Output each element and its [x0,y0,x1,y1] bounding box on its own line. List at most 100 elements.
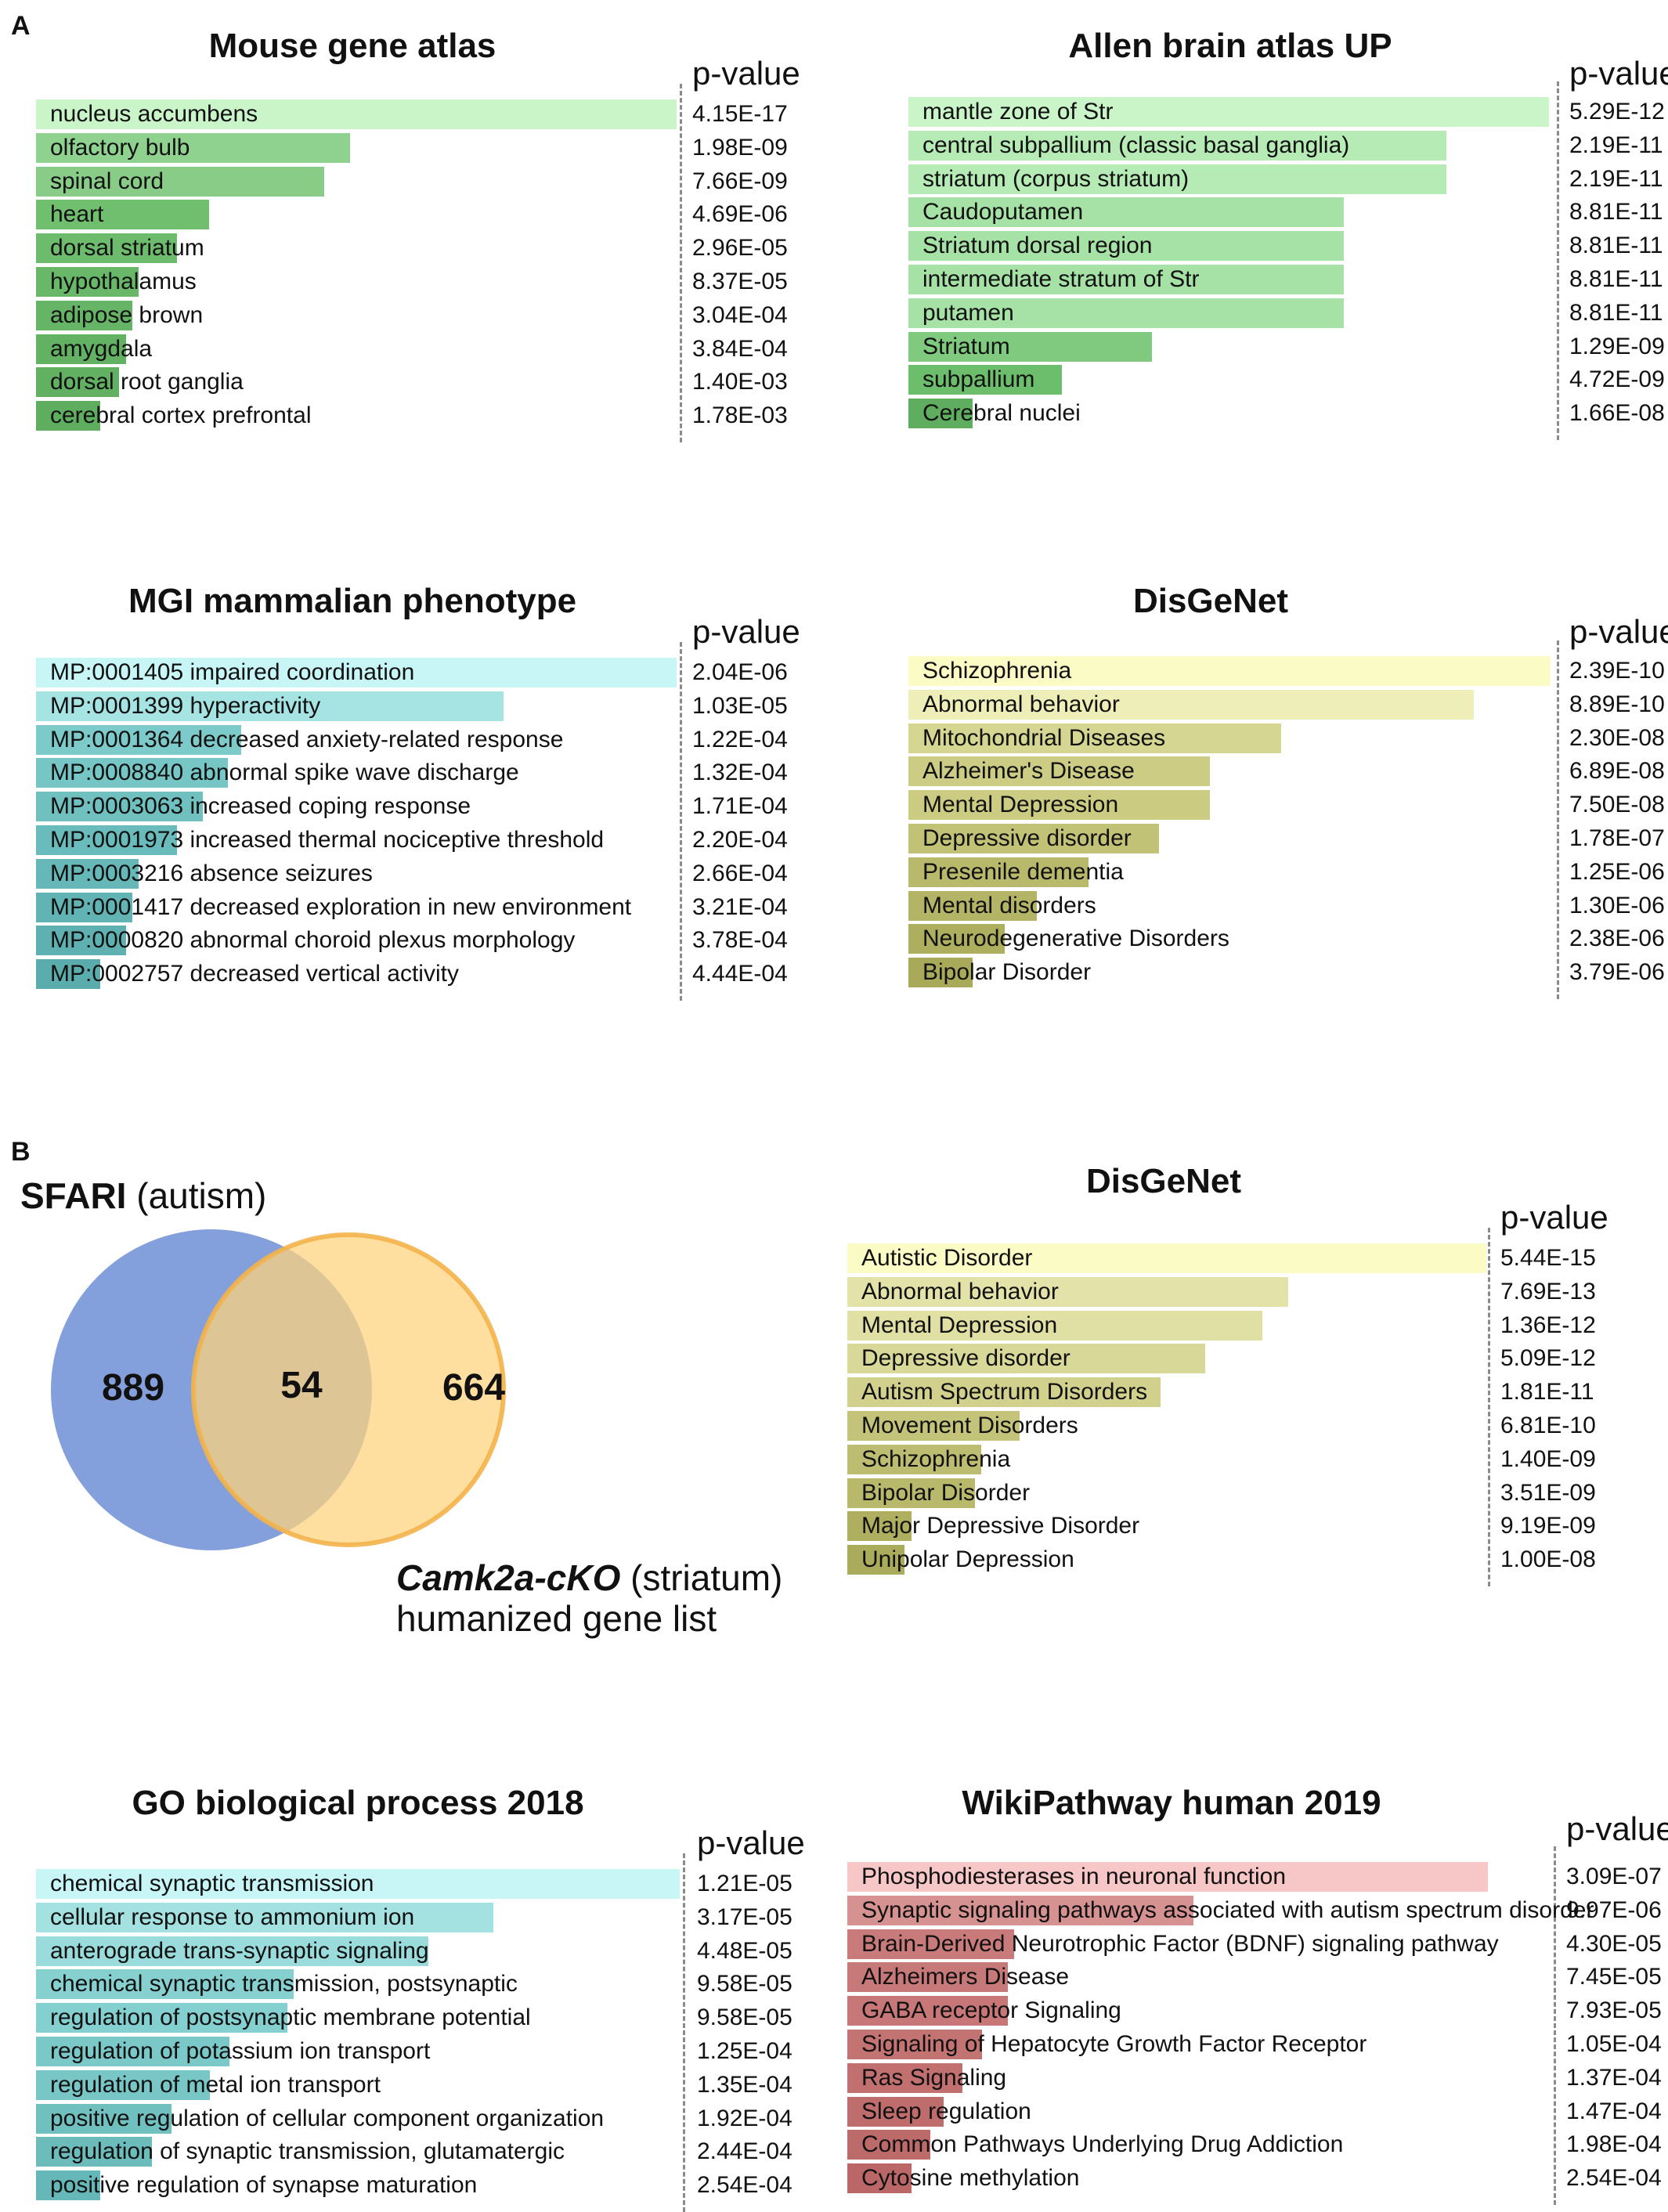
bar-label: cellular response to ammonium ion [50,1903,415,1930]
bar-label: Unipolar Depression [861,1546,1074,1573]
pvalue: 3.84E-04 [692,335,788,362]
bar-label: Cytosine methylation [861,2165,1080,2192]
bar [36,1902,493,1932]
bar-label: Schizophrenia [922,658,1072,684]
bar [908,265,1344,294]
bar-row: Abnormal behavior [847,1276,1494,1307]
bar [36,166,324,197]
bar-label: amygdala [50,335,153,362]
pvalue: 1.22E-04 [692,726,788,752]
chart-title: Mouse gene atlas [208,27,496,65]
bar [36,792,203,822]
bar [847,2130,930,2160]
pvalue: 6.81E-10 [1500,1413,1596,1438]
bar [847,1276,1288,1307]
bar-label: chemical synaptic transmission, postsyna… [50,1971,518,1997]
bar [908,723,1281,753]
bar-label: Depressive disorder [861,1345,1070,1372]
bar-row: subpallium [908,365,1557,395]
pvalue-header: p-value [692,55,800,92]
pvalue: 4.69E-06 [692,201,788,228]
pvalue: 3.78E-04 [692,927,788,954]
bar-label: regulation of postsynaptic membrane pote… [50,2005,531,2031]
pvalue: 1.35E-04 [697,2071,792,2098]
bar [36,300,132,330]
pvalue: 8.81E-11 [1569,266,1663,292]
bar-row: positive regulation of cellular componen… [36,2103,688,2134]
venn-caption: Camk2a-cKO (striatum) [396,1557,782,1599]
bar-row: Movement Disorders [847,1411,1494,1441]
bar [908,197,1344,228]
bar [908,298,1344,328]
pvalue: 9.97E-06 [1566,1896,1662,1923]
bar-label: Autistic Disorder [861,1245,1033,1271]
bar-row: chemical synaptic transmission [36,1869,688,1899]
bar-label: hypothalamus [50,269,197,294]
pvalue: 4.48E-05 [697,1937,792,1964]
bar-row: Unipolar Depression [847,1545,1494,1575]
bar-row: striatum (corpus striatum) [908,164,1557,194]
bar-row: Bipolar Disorder [847,1478,1494,1508]
pvalue: 4.15E-17 [692,101,788,127]
bar-label: positive regulation of synapse maturatio… [50,2172,478,2199]
bar [36,233,177,264]
bar-row: heart [36,200,684,230]
pvalue: 7.50E-08 [1569,792,1665,818]
pvalue: 2.30E-08 [1569,724,1665,751]
bar-row: Presenile dementia [908,857,1558,887]
pvalue: 1.05E-04 [1566,2031,1662,2057]
bar [36,724,241,755]
bar-label: Mental Depression [861,1312,1058,1338]
pvalue: 9.58E-05 [697,2005,792,2031]
bar-label: Mental Depression [922,792,1119,818]
bar-label: cerebral cortex prefrontal [50,402,312,429]
pvalue: 8.37E-05 [692,269,788,294]
pvalue: 2.54E-04 [1566,2165,1662,2192]
pvalue: 2.66E-04 [692,860,788,886]
bar-row: Mitochondrial Diseases [908,723,1558,753]
bar-row: Abnormal behavior [908,689,1558,720]
bar [847,1511,912,1542]
bar-row: Neurodegenerative Disorders [908,924,1558,954]
pvalue: 1.25E-04 [697,2038,792,2064]
bar [36,2069,210,2100]
pvalue: 6.89E-08 [1569,758,1665,785]
pvalue: 2.19E-11 [1569,132,1663,158]
bar-row: Cerebral nuclei [908,399,1557,429]
bar-label: Alzheimer's Disease [922,758,1135,785]
pvalue-divider [1554,1846,1556,2205]
bar [847,2062,962,2093]
venn-title-bold: SFARI [20,1175,127,1216]
bar-label: Caudoputamen [922,199,1084,226]
bar [36,334,126,364]
bar-label: dorsal root ganglia [50,369,244,395]
bar-row: MP:0003063 increased coping response [36,792,684,822]
bar-label: Phosphodiesterases in neuronal function [861,1864,1287,1889]
bar-row: hypothalamus [36,267,684,297]
pvalue: 1.98E-09 [692,134,788,161]
bar-label: regulation of synaptic transmission, glu… [50,2138,565,2165]
pvalue-header: p-value [1569,55,1668,92]
chart-title: WikiPathway human 2019 [962,1784,1381,1822]
pvalue: 7.66E-09 [692,168,788,194]
bar-row: adipose brown [36,300,684,330]
bar-row: anterograde trans-synaptic signaling [36,1936,688,1966]
bar [36,1969,294,2000]
bar-row: Common Pathways Underlying Drug Addictio… [847,2130,1496,2160]
pvalue-header: p-value [697,1824,805,1861]
bar-label: striatum (corpus striatum) [922,165,1190,192]
bar [908,399,973,429]
pvalue: 1.81E-11 [1500,1379,1594,1406]
bar-label: Movement Disorders [861,1413,1078,1438]
bar [36,658,677,687]
venn-caption-line2: humanized gene list [396,1598,717,1639]
pvalue: 1.98E-04 [1566,2131,1662,2158]
bar [847,1444,981,1474]
bar-row: Alzheimers Disease [847,1962,1496,1993]
venn-right-circle [191,1232,506,1547]
bar-row: MP:0001973 increased thermal nociceptive… [36,825,684,855]
chart-title: GO biological process 2018 [132,1784,584,1822]
bar-label: Abnormal behavior [922,691,1120,717]
pvalue: 1.71E-04 [692,793,788,820]
pvalue-divider [680,84,682,442]
